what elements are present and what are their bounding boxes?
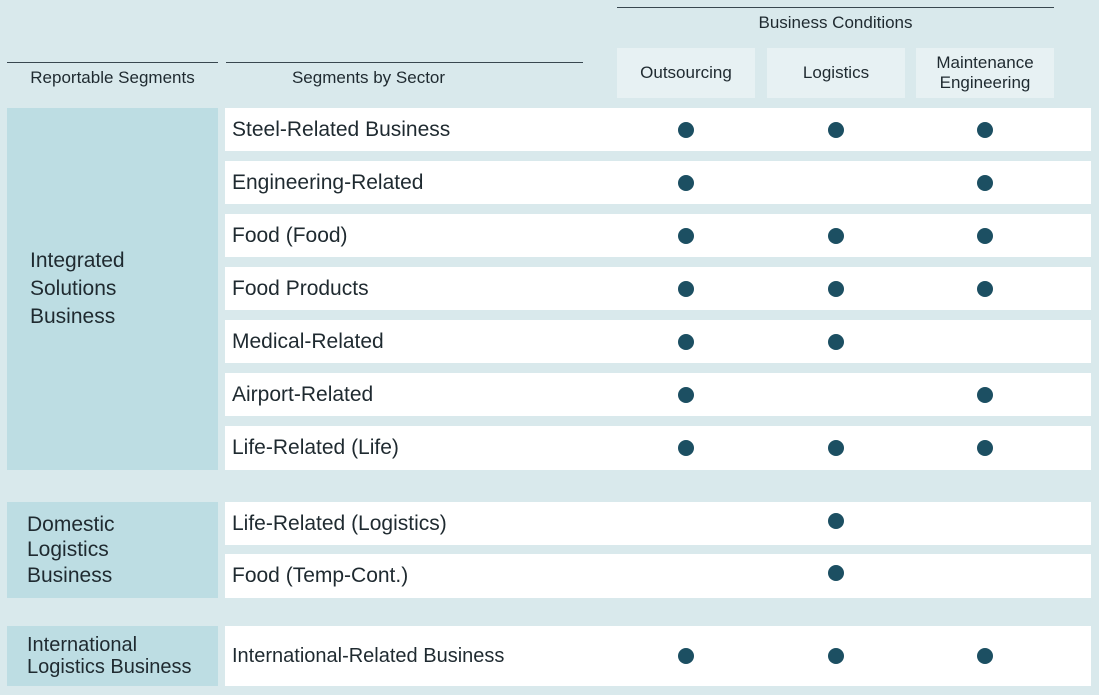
dot-maintenance-icon bbox=[977, 280, 993, 297]
table-row: Food Products bbox=[225, 267, 1091, 310]
sector-label: Food (Temp-Cont.) bbox=[232, 564, 409, 587]
dot-outsourcing-icon bbox=[678, 174, 694, 191]
table-row: Airport-Related bbox=[225, 373, 1091, 416]
sector-label: Medical-Related bbox=[232, 329, 384, 353]
dot-maintenance-icon bbox=[977, 440, 993, 456]
dot-maintenance-icon bbox=[977, 227, 993, 244]
dot-logistics-icon bbox=[828, 565, 844, 581]
dot-outsourcing-icon bbox=[678, 648, 694, 664]
sector-label: Life-Related (Life) bbox=[232, 436, 399, 459]
dot-outsourcing-icon bbox=[678, 280, 694, 297]
dot-logistics-icon bbox=[828, 280, 844, 297]
col-head-logistics: Logistics bbox=[767, 48, 905, 98]
segment-label: Domestic Logistics Business bbox=[27, 512, 115, 587]
sector-label: Engineering-Related bbox=[232, 170, 424, 194]
dot-outsourcing-icon bbox=[678, 440, 694, 456]
business-conditions-header: Business Conditions bbox=[758, 13, 913, 32]
col-head-outsourcing: Outsourcing bbox=[617, 48, 755, 98]
sector-label: Food (Food) bbox=[232, 223, 348, 247]
table-row: Life-Related (Logistics) bbox=[225, 502, 1091, 545]
dot-logistics-icon bbox=[828, 227, 844, 244]
table-row: Steel-Related Business bbox=[225, 108, 1091, 151]
col-head-engineering-line: Engineering bbox=[939, 73, 1031, 92]
dot-outsourcing-icon bbox=[678, 333, 694, 350]
segment-label: Integrated Solutions Business bbox=[30, 249, 125, 328]
business-conditions-rule bbox=[617, 7, 1054, 8]
sector-label: Life-Related (Logistics) bbox=[232, 511, 447, 535]
table-row: Medical-Related bbox=[225, 320, 1091, 363]
dot-outsourcing-icon bbox=[678, 386, 694, 403]
sector-label: Food Products bbox=[232, 276, 369, 300]
segment-label: International Logistics Business bbox=[27, 634, 192, 678]
table-row: International-Related Business bbox=[225, 626, 1091, 686]
segment-international-logistics: International Logistics Business bbox=[7, 626, 218, 686]
dot-logistics-icon bbox=[828, 121, 844, 138]
dot-logistics-icon bbox=[828, 512, 844, 529]
table-row: Life-Related (Life) bbox=[225, 426, 1091, 470]
segment-domestic-logistics: Domestic Logistics Business bbox=[7, 502, 218, 598]
dot-maintenance-icon bbox=[977, 386, 993, 403]
sector-label: Airport-Related bbox=[232, 382, 374, 406]
dot-maintenance-icon bbox=[977, 174, 993, 191]
dot-outsourcing-icon bbox=[678, 227, 694, 244]
dot-logistics-icon bbox=[828, 333, 844, 350]
segments-by-sector-rule bbox=[226, 62, 583, 63]
table-row: Food (Temp-Cont.) bbox=[225, 554, 1091, 598]
sector-label: International-Related Business bbox=[232, 644, 505, 667]
table-row: Engineering-Related bbox=[225, 161, 1091, 204]
col-head-maintenance-line: Maintenance bbox=[936, 53, 1034, 72]
dot-maintenance-icon bbox=[977, 648, 993, 664]
segment-integrated-solutions: Integrated Solutions Business bbox=[7, 108, 218, 470]
reportable-segments-rule bbox=[7, 62, 218, 63]
dot-logistics-icon bbox=[828, 440, 844, 456]
dot-outsourcing-icon bbox=[678, 121, 694, 138]
segments-by-sector-header: Segments by Sector bbox=[291, 68, 446, 87]
reportable-segments-header: Reportable Segments bbox=[30, 68, 195, 87]
col-head-maintenance-engineering: Maintenance Engineering bbox=[916, 48, 1054, 98]
sector-label: Steel-Related Business bbox=[232, 117, 451, 141]
dot-maintenance-icon bbox=[977, 121, 993, 138]
dot-logistics-icon bbox=[828, 648, 844, 664]
table-row: Food (Food) bbox=[225, 214, 1091, 257]
